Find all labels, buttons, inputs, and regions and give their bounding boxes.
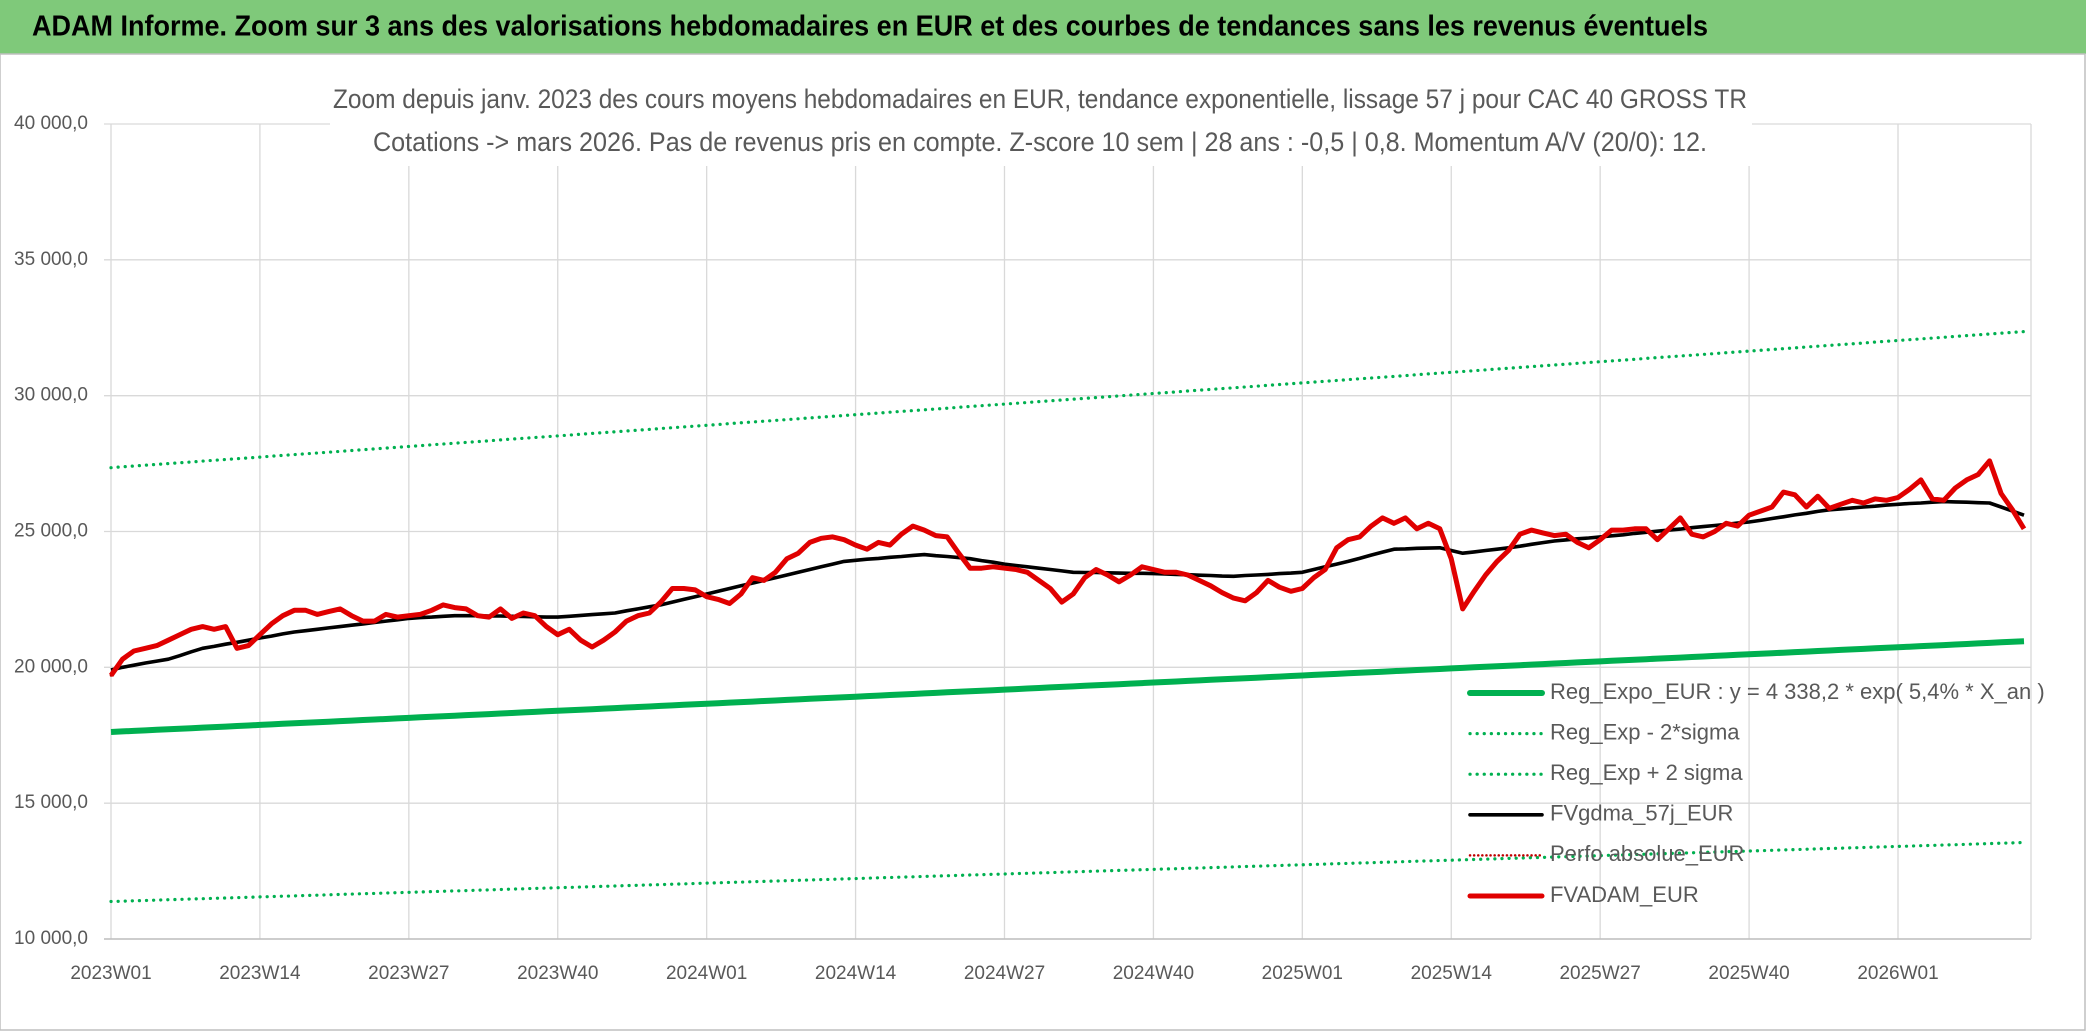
legend-label: FVgdma_57j_EUR [1550, 801, 1733, 826]
x-tick-label: 2023W40 [517, 963, 598, 984]
plot: 10 000,0 15 000,0 20 000,0 25 000,0 30 000,0… [14, 113, 2045, 984]
legend-label: Reg_Exp - 2*sigma [1550, 719, 1740, 744]
x-tick-label: 2024W40 [1113, 963, 1194, 984]
y-tick-label: 15 000,0 [14, 792, 88, 813]
series-line [108, 458, 2027, 677]
legend-label: FVADAM_EUR [1550, 882, 1699, 907]
chart-subtitle: Cotations -> mars 2026. Pas de revenus p… [373, 127, 1707, 157]
legend-label: Perfo absolue_EUR [1550, 841, 1744, 866]
x-tick-label: 2024W27 [964, 963, 1045, 984]
header-bar [0, 0, 2086, 54]
y-tick-label: 40 000,0 [14, 113, 88, 134]
series-line [110, 499, 2025, 672]
x-tick-label: 2025W40 [1708, 963, 1789, 984]
y-tick-label: 10 000,0 [14, 928, 88, 949]
x-tick-label: 2025W27 [1559, 963, 1640, 984]
x-tick-label: 2026W01 [1857, 963, 1938, 984]
y-tick-label: 30 000,0 [14, 385, 88, 406]
chart-border [0, 53, 2086, 1031]
header-title: ADAM Informe. Zoom sur 3 ans des valoris… [32, 11, 1708, 43]
x-tick-label: 2024W14 [815, 963, 897, 984]
series-line [109, 840, 2026, 904]
y-tick-label: 20 000,0 [14, 656, 88, 677]
series-line [109, 330, 2026, 470]
x-tick-label: 2023W27 [368, 963, 449, 984]
x-tick-label: 2023W14 [219, 963, 301, 984]
x-tick-label: 2025W01 [1262, 963, 1343, 984]
y-tick-label: 25 000,0 [14, 521, 88, 542]
legend-label: Reg_Exp + 2 sigma [1550, 760, 1743, 785]
chart-title: Zoom depuis janv. 2023 des cours moyens … [333, 84, 1747, 114]
legend-label: Reg_Expo_EUR : y = 4 338,2 * exp( 5,4% *… [1550, 679, 2045, 704]
x-tick-label: 2024W01 [666, 963, 747, 984]
title-background [330, 80, 1752, 166]
y-tick-label: 35 000,0 [14, 249, 88, 270]
x-tick-label: 2023W01 [70, 963, 151, 984]
x-tick-label: 2025W14 [1411, 963, 1493, 984]
series-line [110, 638, 2025, 735]
